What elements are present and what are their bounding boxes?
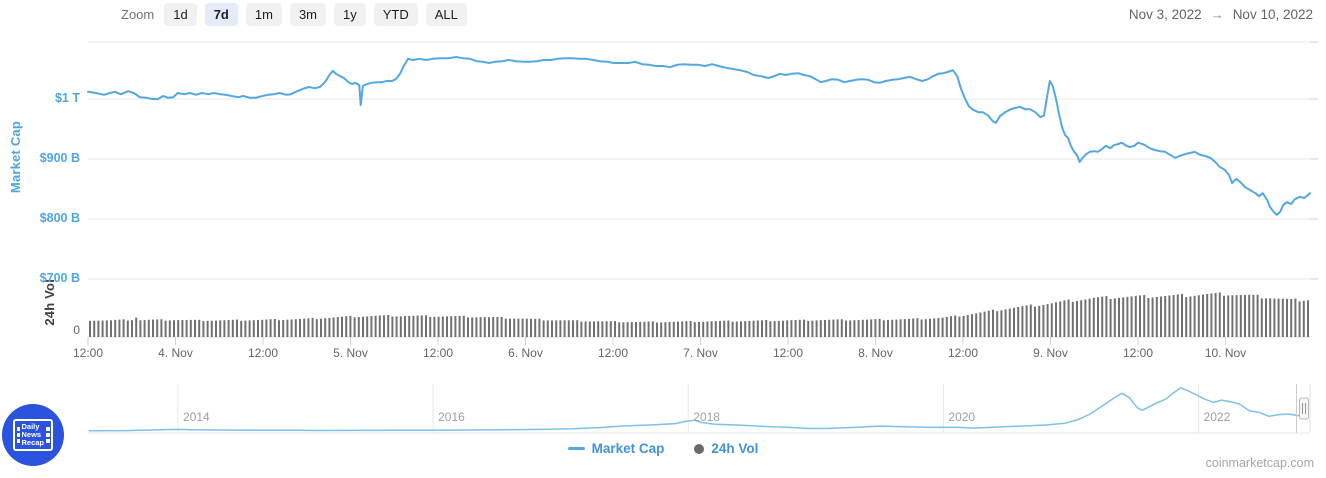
watermark: coinmarketcap.com (1205, 456, 1314, 470)
daily-news-recap-logo: Daily News Recap (2, 404, 64, 466)
line-swatch-icon (567, 447, 585, 450)
legend-market-cap-label: Market Cap (591, 441, 665, 456)
dot-swatch-icon (694, 443, 705, 454)
logo-line-1: Daily (21, 422, 40, 431)
navigator-handle[interactable] (1299, 397, 1309, 420)
legend-item-24h-vol[interactable]: 24h Vol (694, 441, 758, 456)
zoom-button-ytd[interactable]: YTD (373, 3, 418, 26)
zoom-button-1m[interactable]: 1m (245, 3, 282, 26)
film-strip-icon: Daily News Recap (13, 419, 53, 451)
zoom-button-1y[interactable]: 1y (334, 3, 366, 26)
zoom-button-all[interactable]: ALL (425, 3, 467, 26)
zoom-button-1d[interactable]: 1d (164, 3, 197, 26)
arrow-right-icon: → (1210, 7, 1224, 22)
logo-line-3: Recap (21, 438, 45, 447)
logo-line-2: News (21, 430, 42, 439)
zoom-button-7d[interactable]: 7d (204, 3, 238, 26)
zoom-label: Zoom (121, 7, 155, 22)
legend-item-market-cap[interactable]: Market Cap (567, 441, 665, 456)
date-from[interactable]: Nov 3, 2022 (1128, 7, 1202, 22)
date-range[interactable]: Nov 3, 2022 → Nov 10, 2022 (1129, 7, 1313, 22)
zoom-toolbar: Zoom 1d 7d 1m 3m 1y YTD ALL (121, 3, 467, 26)
legend-vol-label: 24h Vol (711, 441, 759, 456)
date-to[interactable]: Nov 10, 2022 (1232, 7, 1313, 22)
zoom-button-3m[interactable]: 3m (289, 3, 326, 26)
legend: Market Cap 24h Vol (0, 441, 1326, 456)
